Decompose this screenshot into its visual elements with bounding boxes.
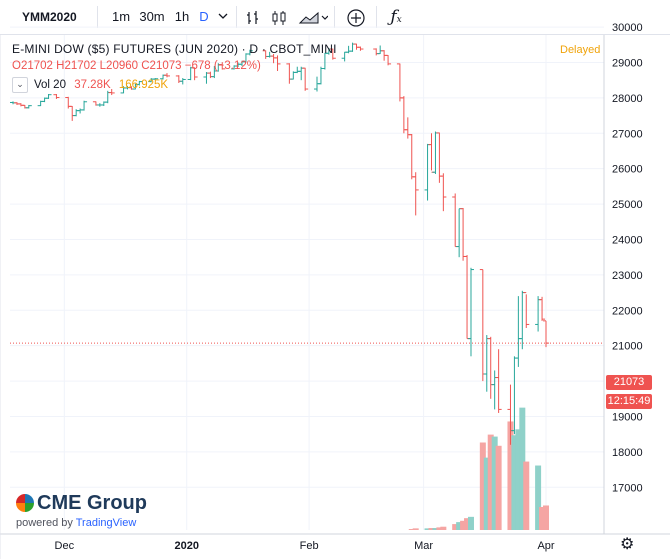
bar-style-icon[interactable] — [242, 0, 264, 34]
cme-globe-icon — [16, 494, 34, 512]
volume-bar — [539, 506, 546, 530]
interval-1m-button[interactable]: 1m — [112, 9, 131, 24]
volume-ma-value: 166.925K — [118, 79, 169, 92]
volume-bar — [452, 524, 459, 530]
chevron-down-icon[interactable] — [216, 0, 230, 34]
volume-bar — [519, 407, 526, 530]
close-value: 21073 — [149, 60, 182, 72]
volume-bar — [408, 529, 415, 530]
toolbar-divider — [97, 6, 98, 28]
x-tick-label: Feb — [300, 540, 319, 552]
volume-value: 37.28K — [74, 79, 111, 92]
y-tick-label: 22000 — [612, 305, 643, 317]
last-price-tag: 21073 — [606, 375, 652, 390]
volume-bar — [507, 421, 514, 530]
collapse-chevron-icon[interactable]: ⌄ — [12, 77, 28, 93]
symbol-search-button[interactable]: YMM2020 — [22, 10, 77, 24]
x-tick-label: Mar — [414, 540, 433, 552]
volume-bar — [487, 434, 494, 530]
volume-bar — [460, 520, 467, 530]
volume-label: Vol 20 — [34, 79, 66, 92]
y-tick-label: 29000 — [612, 57, 643, 69]
interval-1h-button[interactable]: 1h — [174, 9, 190, 24]
volume-bar — [432, 528, 439, 530]
volume-bar — [491, 436, 498, 530]
volume-bar — [479, 442, 486, 530]
area-style-icon[interactable] — [296, 0, 330, 34]
y-tick-label: 24000 — [612, 234, 643, 246]
y-tick-label: 21000 — [612, 341, 643, 353]
y-tick-label: 18000 — [612, 447, 643, 459]
y-tick-label: 26000 — [612, 164, 643, 176]
chart-toolbar: YMM2020 1m 30m 1h D ƒx — [0, 0, 670, 35]
y-tick-label: 23000 — [612, 270, 643, 282]
low-value: 20960 — [106, 60, 139, 72]
add-compare-icon[interactable] — [344, 0, 368, 34]
interval-30m-button[interactable]: 30m — [139, 9, 165, 24]
volume-bar — [424, 528, 431, 530]
y-tick-label: 27000 — [612, 128, 643, 140]
open-label: O — [12, 60, 21, 72]
low-label: L — [99, 60, 107, 72]
volume-bar — [535, 465, 542, 530]
volume-bar — [456, 522, 463, 530]
y-tick-label: 17000 — [612, 482, 643, 494]
volume-readout: ⌄ Vol 20 37.28K 166.925K — [12, 77, 337, 93]
high-label: H — [56, 60, 65, 72]
volume-bar — [412, 528, 419, 530]
countdown-tag: 12:15:49 — [606, 394, 652, 409]
toolbar-divider — [334, 6, 335, 28]
volume-bar — [440, 526, 447, 530]
y-tick-label: 28000 — [612, 93, 643, 105]
volume-bar — [511, 435, 518, 530]
interval-d-button[interactable]: D — [199, 9, 209, 24]
high-value: 21702 — [64, 60, 97, 72]
x-tick-label: Dec — [55, 540, 75, 552]
y-tick-label: 30000 — [612, 22, 643, 34]
close-label: C — [141, 60, 150, 72]
volume-bar — [436, 527, 443, 530]
indicators-fx-icon[interactable]: ƒx — [390, 7, 402, 27]
open-value: 21702 — [20, 60, 53, 72]
toolbar-divider — [236, 6, 237, 28]
y-tick-label: 19000 — [612, 411, 643, 423]
gear-icon[interactable]: ⚙ — [620, 536, 635, 553]
candle-style-icon[interactable] — [268, 0, 290, 34]
tradingview-link[interactable]: TradingView — [75, 517, 137, 529]
cme-group-logo: CME Group powered by TradingView — [16, 492, 147, 529]
change-value: −678 (−3.12%) — [184, 60, 261, 72]
volume-bar — [523, 461, 530, 530]
volume-bar — [464, 518, 471, 530]
delayed-status: Delayed — [560, 44, 601, 56]
ohlc-readout: O21702 H21702 L20960 C21073 −678 (−3.12%… — [12, 60, 337, 72]
x-tick-label: Apr — [537, 540, 554, 552]
volume-bar — [483, 457, 490, 530]
volume-bar — [467, 516, 474, 530]
instrument-title: E-MINI DOW ($5) FUTURES (JUN 2020) · D ·… — [12, 42, 337, 56]
y-tick-label: 25000 — [612, 199, 643, 211]
volume-bar — [428, 528, 435, 530]
chart-legend: E-MINI DOW ($5) FUTURES (JUN 2020) · D ·… — [12, 42, 337, 93]
logo-brand: CME Group — [37, 492, 147, 514]
toolbar-divider — [376, 6, 377, 28]
volume-bar — [543, 505, 549, 530]
volume-bar — [515, 429, 522, 530]
powered-by-label: powered by — [16, 517, 73, 529]
volume-bar — [495, 445, 502, 530]
x-tick-label: 2020 — [174, 540, 198, 552]
